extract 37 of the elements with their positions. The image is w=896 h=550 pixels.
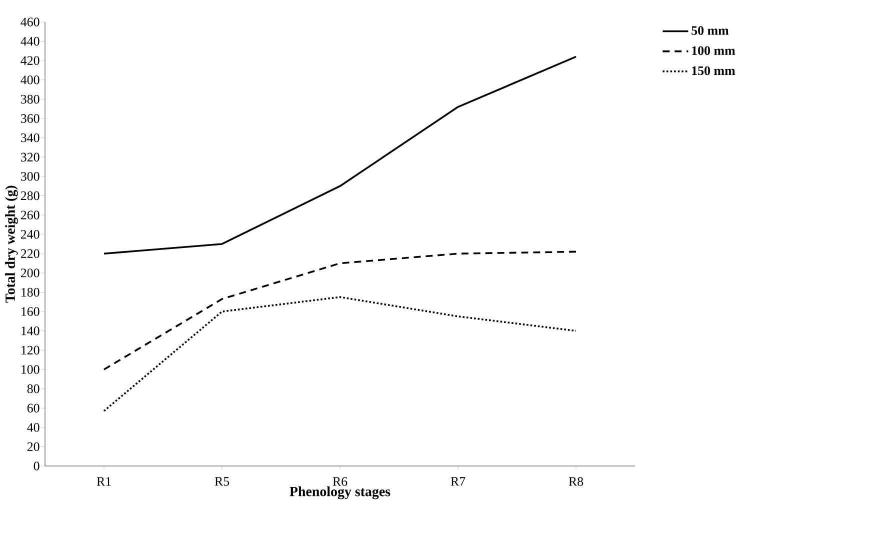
y-tick-label: 180	[22, 288, 40, 297]
x-tick-label: R8	[568, 477, 584, 486]
y-axis-title: Total dry weight (g)	[5, 186, 18, 303]
y-tick-label: 320	[21, 152, 40, 162]
line-series	[103, 250, 577, 370]
y-tick-label: 60	[27, 404, 40, 412]
y-tick-label: 280	[20, 191, 40, 200]
y-tick-label: 340	[21, 133, 40, 142]
y-tick-label: 160	[22, 307, 40, 316]
legend-label: 50 mm	[692, 26, 729, 35]
legend-label: 100 mm	[692, 46, 736, 55]
y-tick-label: 0	[34, 462, 40, 470]
y-tick-label: 40	[27, 423, 40, 432]
y-tick-label: 220	[20, 249, 40, 258]
y-tick-label: 300	[21, 172, 40, 181]
y-tick-label: 260	[20, 210, 40, 220]
y-tick-label: 360	[21, 114, 40, 123]
y-tick-label: 20	[27, 442, 40, 452]
y-tick-label: 240	[20, 230, 40, 239]
y-tick-label: 200	[20, 268, 40, 278]
y-tick-label: 80	[27, 384, 40, 394]
legend-label: 150 mm	[692, 66, 736, 76]
x-tick-label: R6	[332, 477, 348, 486]
y-tick-label: 140	[22, 326, 40, 336]
y-tick-label: 120	[22, 346, 40, 355]
line-series	[103, 296, 577, 412]
x-axis-title: Phenology stages	[290, 486, 390, 500]
x-tick-label: R5	[214, 477, 230, 486]
y-tick-label: 400	[20, 76, 40, 84]
x-tick-label: R7	[450, 477, 466, 486]
y-tick-label: 100	[22, 365, 40, 374]
y-tick-label: 440	[20, 36, 40, 46]
y-tick-label: 460	[20, 18, 40, 26]
y-tick-label: 420	[20, 56, 40, 65]
y-tick-label: 380	[21, 94, 40, 104]
line-series	[103, 56, 577, 255]
x-tick-label: R1	[96, 477, 111, 486]
